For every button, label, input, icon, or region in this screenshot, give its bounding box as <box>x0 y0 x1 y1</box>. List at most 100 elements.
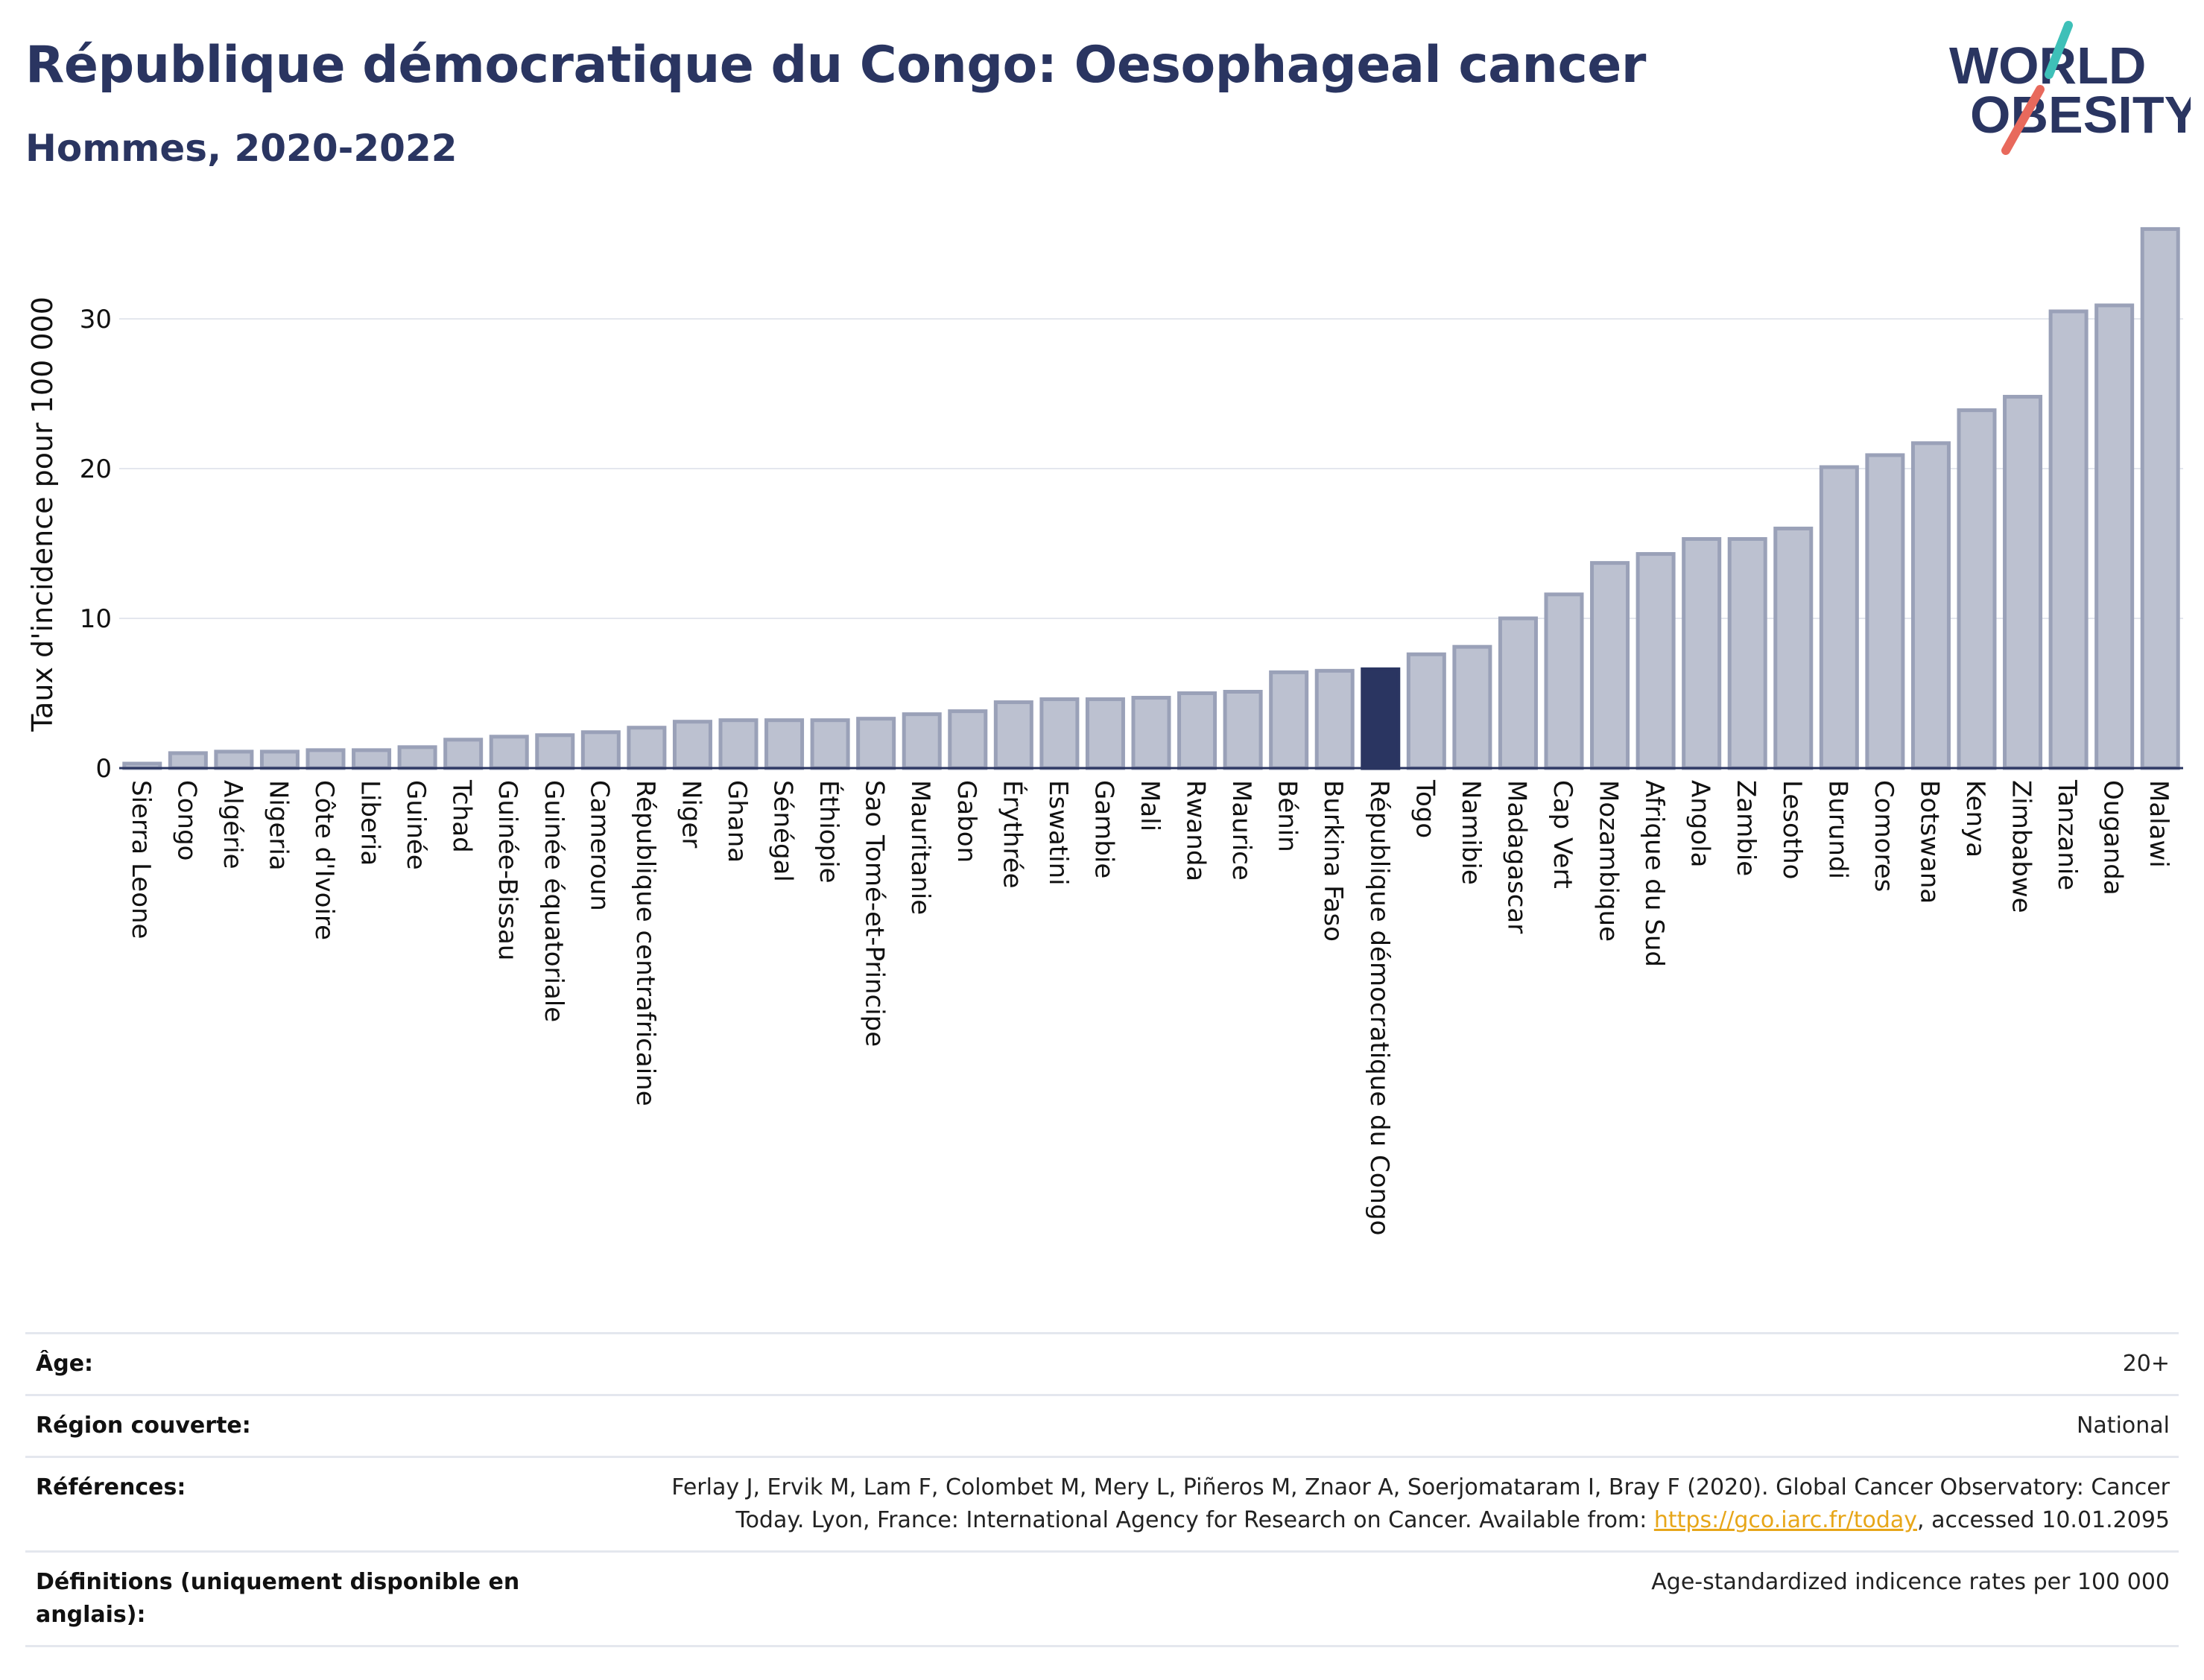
x-tick-label: Mauritanie <box>905 780 935 915</box>
meta-row-definitions: Définitions (uniquement disponible en an… <box>25 1550 2179 1647</box>
bar <box>993 700 1033 770</box>
meta-row-region: Région couverte: National <box>25 1394 2179 1456</box>
meta-label-age: Âge: <box>36 1351 94 1377</box>
x-tick-label: Togo <box>1410 779 1440 838</box>
bar <box>168 751 208 770</box>
bar <box>580 730 621 770</box>
x-tick-label: Afrique du Sud <box>1639 780 1669 967</box>
bar <box>535 733 575 770</box>
bars <box>122 226 2180 770</box>
logo-line1: WORLD <box>1949 37 2146 95</box>
x-tick-label: Sierra Leone <box>126 780 156 939</box>
x-tick-label: Madagascar <box>1501 780 1531 933</box>
x-tick-label: Kenya <box>1960 780 1990 858</box>
x-tick-label: Algérie <box>218 780 247 869</box>
y-tick-label: 0 <box>95 754 112 784</box>
x-tick-label: Lesotho <box>1777 780 1807 879</box>
x-tick-label: Nigeria <box>263 780 293 871</box>
bar <box>1635 552 1676 770</box>
x-tick-label: Burkina Faso <box>1318 780 1348 942</box>
y-tick-labels: 0 10 20 30 <box>80 305 112 784</box>
bar <box>1865 453 1905 770</box>
x-tick-label: Bénin <box>1273 780 1302 852</box>
x-tick-label: Namibie <box>1456 780 1486 885</box>
bar <box>856 717 896 770</box>
x-tick-label: Tchad <box>447 779 477 853</box>
x-tick-label: Zimbabwe <box>2007 780 2036 913</box>
meta-value-definitions: Age-standardized indicence rates per 100… <box>1651 1569 2170 1595</box>
x-tick-label: Côte d'Ivoire <box>309 780 339 940</box>
x-tick-label: Rwanda <box>1181 780 1211 881</box>
references-line2-end: , accessed 10.01.2095 <box>1917 1507 2170 1533</box>
bar <box>397 745 437 770</box>
bar <box>1269 670 1309 770</box>
x-tick-label: République démocratique du Congo <box>1364 780 1394 1235</box>
bar <box>764 718 805 770</box>
x-tick-label: Gambie <box>1089 780 1118 878</box>
meta-label-references: Références: <box>36 1474 186 1500</box>
bar <box>1131 696 1171 770</box>
x-tick-label: Érythrée <box>997 780 1027 889</box>
bar <box>672 720 712 770</box>
x-tick-label: Cameroun <box>584 780 614 911</box>
bar <box>2048 309 2089 770</box>
x-tick-label: Cap Vert <box>1548 780 1577 889</box>
x-tick-label: Ouganda <box>2098 780 2128 896</box>
x-tick-label: Malawi <box>2144 780 2173 868</box>
bar <box>214 749 254 770</box>
bar <box>1910 441 1951 770</box>
definitions-label-line2: anglais): <box>36 1602 146 1628</box>
bar <box>2094 303 2135 770</box>
bar <box>1039 697 1080 770</box>
bar <box>948 709 988 770</box>
bar <box>810 718 850 770</box>
meta-label-definitions: Définitions (uniquement disponible en an… <box>36 1566 519 1632</box>
x-tick-label: Guinée-Bissau <box>493 780 522 960</box>
bar <box>627 726 667 770</box>
bar <box>902 712 942 770</box>
bar <box>1452 644 1492 770</box>
y-tick-label: 20 <box>80 454 112 484</box>
y-tick-label: 30 <box>80 305 112 335</box>
bar <box>1177 691 1217 770</box>
meta-value-region: National <box>2076 1413 2170 1439</box>
bar <box>1819 465 1859 770</box>
x-tick-label: Sao Tomé-et-Principe <box>860 780 890 1047</box>
y-tick-label: 10 <box>80 604 112 634</box>
bar-chart: 0 10 20 30 Sierra Leone Congo Algérie Nigeria C… <box>26 226 2183 1235</box>
meta-row-age: Âge: 20+ <box>25 1332 2179 1394</box>
x-tick-label: Tanzanie <box>2052 779 2082 890</box>
bar <box>1773 526 1814 770</box>
x-tick-label: Mozambique <box>1594 780 1624 942</box>
meta-row-references: Références: Ferlay J, Ervik M, Lam F, Co… <box>25 1456 2179 1550</box>
bar <box>1544 592 1584 770</box>
x-tick-label: Gabon <box>951 780 981 863</box>
y-axis-label: Taux d'incidence pour 100 000 <box>26 297 59 732</box>
meta-value-age: 20+ <box>2122 1351 2170 1377</box>
definitions-label-line1: Définitions (uniquement disponible en <box>36 1569 520 1595</box>
x-tick-label: Botswana <box>1914 780 1944 904</box>
bar <box>2140 226 2180 770</box>
x-tick-label: Mali <box>1135 780 1165 831</box>
chart-title: République démocratique du Congo: Oesoph… <box>25 36 1646 95</box>
chart-subtitle: Hommes, 2020-2022 <box>25 127 457 170</box>
bar <box>1406 652 1446 770</box>
meta-label-region: Région couverte: <box>36 1413 251 1439</box>
references-line2: Today. Lyon, France: International Agenc… <box>735 1507 1654 1533</box>
references-line1: Ferlay J, Ervik M, Lam F, Colombet M, Me… <box>671 1474 2170 1500</box>
bar <box>443 738 484 770</box>
bar <box>1682 536 1722 770</box>
x-tick-label: Zambie <box>1731 780 1761 876</box>
x-tick-label: Ghana <box>722 780 752 863</box>
bar <box>1314 668 1355 770</box>
meta-value-references: Ferlay J, Ervik M, Lam F, Colombet M, Me… <box>671 1471 2170 1537</box>
x-tick-label: Liberia <box>355 780 385 866</box>
x-tick-label: République centrafricaine <box>630 780 660 1106</box>
bar <box>352 748 392 770</box>
bar <box>1590 561 1630 770</box>
x-tick-label: Eswatini <box>1043 780 1073 886</box>
bar <box>2003 395 2043 770</box>
x-tick-label: Guinée équatoriale <box>539 780 569 1022</box>
references-link[interactable]: https://gco.iarc.fr/today <box>1653 1507 1918 1533</box>
x-tick-label: Burundi <box>1823 780 1852 879</box>
